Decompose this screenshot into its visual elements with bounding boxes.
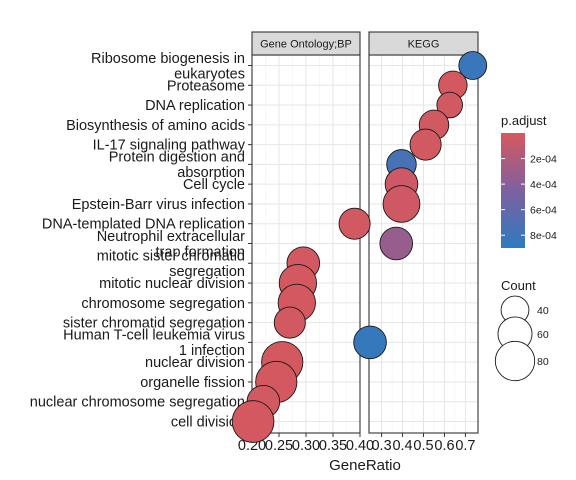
data-point [382,185,421,223]
panel-kegg: KEGG 0.3 0.4 0.5 0.6 0.7 [368,31,479,454]
y-tick-label-line: segregation [169,264,245,280]
y-tick-label: Biosynthesis of amino acids [66,118,245,134]
y-tick-label-line: chromosome segregation [81,296,245,312]
y-axis: Ribosome biogenesis in eukaryotesProteaso… [30,51,252,431]
y-tick-label-line: Epstein-Barr virus infection [72,197,245,213]
color-bar [501,133,525,248]
y-tick-label-line: IL-17 signaling pathway [93,138,246,154]
size-legend-label: 40 [537,305,549,317]
data-point [409,128,442,161]
y-tick-label-line: Protein digestion and [109,150,245,166]
y-tick-label-line: eukaryotes [174,66,245,82]
y-tick-label-line: Proteasome [167,78,245,94]
y-tick-label-line: DNA-templated DNA replication [42,217,245,233]
x-tick-label: 0.20 [238,438,266,454]
color-legend-label: 6e-04 [530,205,557,217]
y-tick-label-line: Biosynthesis of amino acids [66,118,245,134]
data-point [458,51,488,80]
facet-strip-label: Gene Ontology;BP [260,39,352,51]
color-legend-label: 2e-04 [530,154,557,166]
y-tick-label-line: cell division [171,415,245,431]
y-tick-label: Neutrophil extracellular trap formation [97,229,245,261]
x-tick-label: 0.35 [319,438,347,454]
color-legend-label: 8e-04 [530,230,557,242]
facet-strip [251,31,361,56]
y-tick-label-line: Human T-cell leukemia virus [63,328,245,344]
y-tick-label: mitotic sister chromatid segregation [97,249,245,281]
y-tick-label: Protein digestion and absorption [109,150,245,182]
y-tick-label-line: Ribosome biogenesis in [91,51,245,67]
data-point [353,325,387,360]
data-point [231,400,275,443]
points [231,51,488,443]
y-tick-label-line: organelle fission [140,375,245,391]
size-legend-label: 80 [537,356,549,368]
y-tick-label: DNA-templated DNA replication [42,217,245,233]
y-tick-label: DNA replication [145,98,245,114]
data-point [338,207,371,240]
x-tick-label: 0.40 [346,438,374,454]
size-legend-title: Count [501,278,536,293]
facet-strip [368,31,479,56]
x-tick-label: 0.25 [265,438,293,454]
y-tick-label: nuclear chromosome segregation [30,395,245,411]
y-tick-label: Proteasome [167,78,245,94]
y-tick-label-line: 1 infection [179,343,245,359]
y-tick-label-line: mitotic nuclear division [99,276,245,292]
color-legend-label: 4e-04 [530,179,557,191]
y-tick-label-line: trap formation [156,244,245,260]
size-legend-label: 60 [537,329,549,341]
data-point [436,91,463,119]
x-tick-label: 0.5 [413,438,433,454]
y-tick-label: Ribosome biogenesis in eukaryotes [91,51,245,83]
y-tick-label: sister chromatid segregation [63,316,245,332]
y-tick-label: Human T-cell leukemia virus 1 infection [63,328,245,360]
color-legend: p.adjust 2e-04 4e-04 6e-04 8e-04 [501,113,557,248]
y-tick-label-line: Neutrophil extracellular [97,229,245,245]
y-tick-label-line: DNA replication [145,98,245,114]
y-tick-label-line: nuclear chromosome segregation [30,395,245,411]
y-tick-label: organelle fission [140,375,245,391]
y-tick-label: Cell cycle [183,177,245,193]
x-tick-label: 0.7 [455,438,475,454]
y-tick-label-line: Cell cycle [183,177,245,193]
y-tick-label: Epstein-Barr virus infection [72,197,245,213]
y-tick-label-line: absorption [177,165,245,181]
x-tick-label: 0.4 [392,438,412,454]
y-tick-label-line: mitotic sister chromatid [97,249,245,265]
color-legend-title: p.adjust [501,113,547,128]
x-tick-label: 0.30 [292,438,320,454]
y-tick-label: nuclear division [145,355,245,371]
y-tick-label-line: nuclear division [145,355,245,371]
y-tick-label: mitotic nuclear division [99,276,245,292]
x-axis-title: GeneRatio [329,457,401,474]
y-tick-label-line: sister chromatid segregation [63,316,245,332]
data-point [379,226,414,261]
y-tick-label: IL-17 signaling pathway [93,138,246,154]
facet-strip-label: KEGG [408,39,440,51]
y-tick-label: cell division [171,415,245,431]
x-tick-label: 0.6 [434,438,454,454]
x-tick-label: 0.3 [371,438,391,454]
data-point [273,306,306,339]
size-legend-key [494,340,536,382]
y-tick-label: chromosome segregation [81,296,245,312]
